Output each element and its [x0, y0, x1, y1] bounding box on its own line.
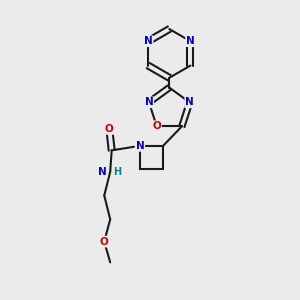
Text: N: N — [98, 167, 107, 177]
Text: O: O — [100, 237, 109, 247]
Text: O: O — [152, 121, 161, 131]
Text: N: N — [186, 36, 195, 46]
Text: N: N — [136, 141, 144, 151]
Text: N: N — [144, 36, 153, 46]
Text: N: N — [185, 98, 194, 107]
Text: N: N — [145, 98, 153, 107]
Text: H: H — [114, 167, 122, 177]
Text: O: O — [105, 124, 114, 134]
